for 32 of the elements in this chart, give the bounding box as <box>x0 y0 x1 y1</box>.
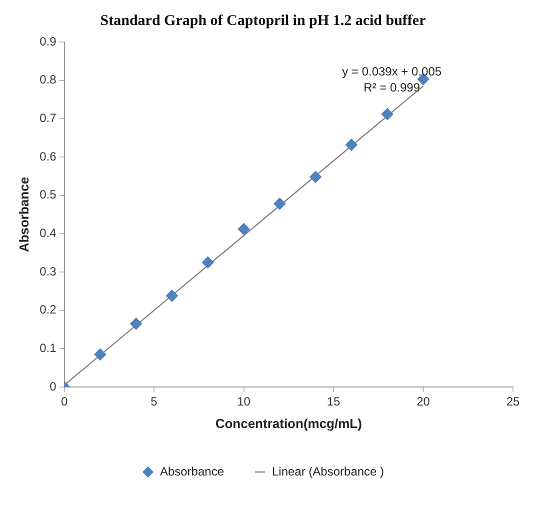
y-tick-label: 0.8 <box>40 72 57 87</box>
point <box>345 138 358 151</box>
point <box>94 348 106 360</box>
x-tick-label: 25 <box>506 394 520 409</box>
y-tick-label: 0.2 <box>40 302 57 317</box>
y-tick-label: 0.5 <box>40 188 57 202</box>
x-tick-label: 5 <box>150 394 158 409</box>
y-tick-label: 0.3 <box>40 264 57 278</box>
y-tick-label: 0.7 <box>40 110 57 125</box>
point <box>202 256 214 268</box>
legend-label: Absorbance <box>160 464 224 478</box>
legend-label: Linear (Absorbance ) <box>272 464 384 478</box>
point <box>238 223 250 236</box>
point <box>166 290 178 302</box>
annotation: R² = 0.999 <box>364 80 420 94</box>
x-tick-label: 20 <box>416 394 430 409</box>
x-tick-label: 10 <box>237 394 251 409</box>
point <box>274 198 286 210</box>
x-tick-label: 15 <box>326 394 341 409</box>
point <box>310 170 322 183</box>
x-axis-title: Concentration(mcg/mL) <box>215 416 362 431</box>
x-tick-label: 0 <box>60 394 68 409</box>
y-tick-label: 0.1 <box>40 340 57 355</box>
point <box>130 318 142 330</box>
annotation: y = 0.039x + 0.005 <box>342 64 442 78</box>
chart-title: Standard Graph of Captopril in pH 1.2 acid buffer <box>100 12 426 29</box>
y-tick-label: 0.4 <box>40 226 57 240</box>
y-tick-label: 0.9 <box>40 34 57 48</box>
point <box>381 108 394 120</box>
y-tick-label: 0 <box>50 379 57 394</box>
y-axis-title: Absorbance <box>16 176 32 252</box>
y-tick-label: 0.6 <box>40 149 57 164</box>
